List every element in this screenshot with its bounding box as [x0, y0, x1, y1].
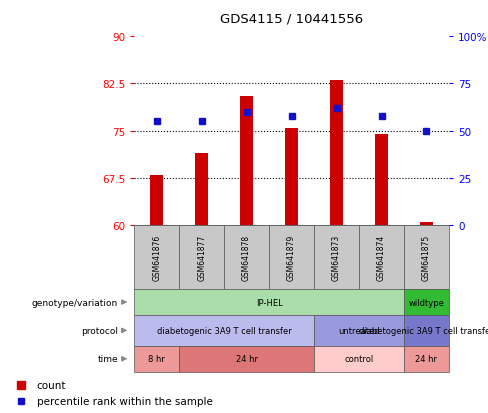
Bar	[404, 290, 449, 315]
Text: time: time	[98, 354, 118, 363]
Text: percentile rank within the sample: percentile rank within the sample	[37, 396, 213, 406]
Text: GSM641877: GSM641877	[197, 235, 206, 280]
Text: protocol: protocol	[81, 326, 118, 335]
Text: 24 hr: 24 hr	[415, 354, 437, 363]
Text: genotype/variation: genotype/variation	[32, 298, 118, 307]
Text: GSM641873: GSM641873	[332, 235, 341, 280]
Bar	[134, 346, 179, 372]
Bar	[195, 153, 208, 225]
Bar	[404, 225, 449, 290]
Bar	[150, 175, 163, 225]
Text: GSM641879: GSM641879	[287, 235, 296, 280]
Text: wildtype: wildtype	[408, 298, 445, 307]
Text: IP-HEL: IP-HEL	[256, 298, 283, 307]
Text: control: control	[345, 354, 374, 363]
Bar	[420, 222, 433, 225]
Bar	[314, 315, 404, 346]
Text: 24 hr: 24 hr	[236, 354, 258, 363]
Text: GSM641874: GSM641874	[377, 235, 386, 280]
Bar	[330, 81, 343, 225]
Bar	[314, 346, 404, 372]
Text: 8 hr: 8 hr	[148, 354, 165, 363]
Bar	[404, 346, 449, 372]
Bar	[285, 128, 298, 225]
Bar	[224, 225, 269, 290]
Bar	[179, 346, 314, 372]
Bar	[134, 225, 179, 290]
Bar	[269, 225, 314, 290]
Text: GSM641875: GSM641875	[422, 235, 431, 280]
Text: count: count	[37, 380, 66, 390]
Text: GSM641876: GSM641876	[152, 235, 161, 280]
Bar	[404, 315, 449, 346]
Bar	[359, 225, 404, 290]
Bar	[240, 97, 253, 225]
Text: diabetogenic 3A9 T cell transfer: diabetogenic 3A9 T cell transfer	[157, 326, 291, 335]
Bar	[375, 135, 388, 225]
Bar	[134, 290, 404, 315]
Bar	[134, 315, 314, 346]
Text: untreated: untreated	[338, 326, 380, 335]
Text: GSM641878: GSM641878	[242, 235, 251, 280]
Bar	[179, 225, 224, 290]
Text: diabetogenic 3A9 T cell transfer: diabetogenic 3A9 T cell transfer	[359, 326, 488, 335]
Text: GDS4115 / 10441556: GDS4115 / 10441556	[220, 12, 363, 25]
Bar	[314, 225, 359, 290]
